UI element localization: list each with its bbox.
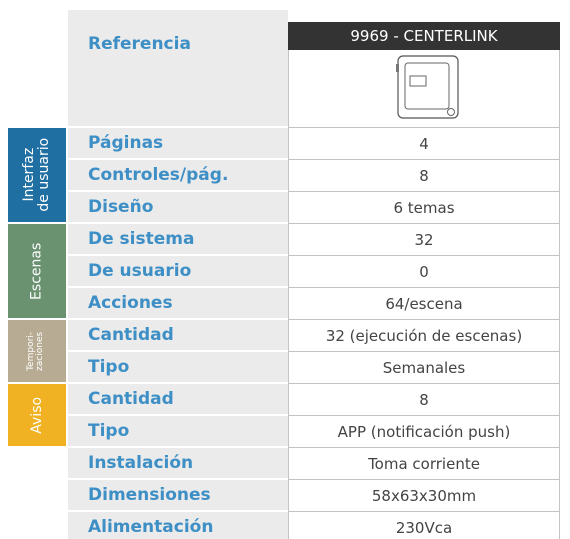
header-label: Referencia — [68, 10, 288, 128]
row-value: 64/escena — [288, 287, 560, 320]
row-value: Toma corriente — [288, 447, 560, 480]
row-label: De usuario — [68, 256, 288, 288]
row-label: Alimentación — [68, 512, 288, 539]
row-label: Páginas — [68, 128, 288, 160]
row-label: Diseño — [68, 192, 288, 224]
product-image — [396, 55, 459, 119]
row-value: 58x63x30mm — [288, 479, 560, 512]
row-value: 32 (ejecución de escenas) — [288, 319, 560, 352]
row-value: 0 — [288, 255, 560, 288]
group-text: Aviso — [28, 396, 45, 434]
row-label: Cantidad — [68, 320, 288, 352]
row-value: 4 — [288, 127, 560, 160]
group-line: zaciones — [36, 331, 46, 371]
row-value: 8 — [288, 383, 560, 416]
row-value: 8 — [288, 159, 560, 192]
group-text: Tempori-zaciones — [27, 331, 47, 371]
group-text: Escenas — [28, 242, 45, 300]
group-label: Escenas — [8, 224, 66, 320]
group-label: Tempori-zaciones — [8, 320, 66, 384]
row-label: Cantidad — [68, 384, 288, 416]
group-line: de usuario — [36, 138, 52, 212]
row-value: 230Vca — [288, 511, 560, 539]
row-value: Semanales — [288, 351, 560, 384]
row-label: Controles/pág. — [68, 160, 288, 192]
row-label: Instalación — [68, 448, 288, 480]
group-line: Interfaz — [21, 148, 38, 202]
group-line: Aviso — [28, 396, 45, 434]
row-value: 6 temas — [288, 191, 560, 224]
row-value: APP (notificación push) — [288, 415, 560, 448]
group-label: Interfaz de usuario — [8, 128, 66, 224]
group-text: Interfaz de usuario — [21, 138, 52, 212]
row-label: Tipo — [68, 352, 288, 384]
row-value: 32 — [288, 223, 560, 256]
row-label: Acciones — [68, 288, 288, 320]
row-label: Dimensiones — [68, 480, 288, 512]
group-line: Escenas — [28, 242, 45, 300]
row-label: Tipo — [68, 416, 288, 448]
group-label: Aviso — [8, 384, 66, 448]
row-label: De sistema — [68, 224, 288, 256]
product-title: 9969 - CENTERLINK — [288, 22, 560, 50]
